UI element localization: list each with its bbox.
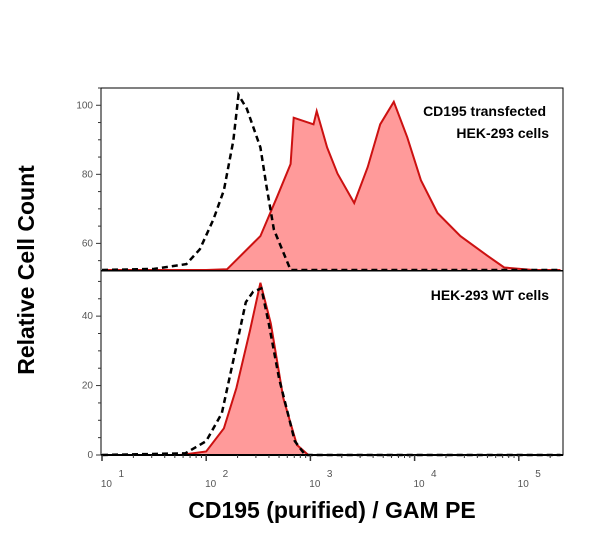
x-tick-label: 10 2 <box>205 469 229 490</box>
panel-frame <box>100 270 564 456</box>
x-tick-label: 10 4 <box>413 469 437 490</box>
x-tick-base: 10 <box>101 479 113 490</box>
x-tick-exponent: 4 <box>431 469 437 480</box>
x-tick-label: 10 3 <box>309 469 333 490</box>
x-tick-exponent: 3 <box>327 469 333 480</box>
x-tick-exponent: 2 <box>223 469 229 480</box>
x-tick-base: 10 <box>518 479 530 490</box>
x-tick-label: 10 5 <box>518 469 542 490</box>
bottom-annotation: HEK-293 WT cells <box>431 287 549 303</box>
top-annotation-line1: CD195 transfected <box>423 103 546 119</box>
y-tick-label: 0 <box>87 450 93 461</box>
x-axis-title: CD195 (purified) / GAM PE <box>188 497 476 523</box>
x-tick-exponent: 1 <box>118 469 124 480</box>
x-tick-base: 10 <box>205 479 217 490</box>
bottom-panel: 0 20 40 <box>82 270 564 461</box>
series-fill-area <box>101 101 563 271</box>
y-tick-label: 40 <box>82 311 94 322</box>
x-axis: 10 1 10 2 10 3 10 4 10 5 <box>101 455 551 490</box>
y-tick-label: 20 <box>82 381 94 392</box>
x-tick-label: 10 1 <box>101 469 125 490</box>
top-annotation-line2: HEK-293 cells <box>456 125 549 141</box>
x-tick-base: 10 <box>309 479 321 490</box>
top-panel: 60 80 100 <box>76 87 564 272</box>
y-tick-label: 80 <box>82 169 94 180</box>
x-tick-base: 10 <box>413 479 425 490</box>
series-line-sample <box>102 282 561 456</box>
series-line-control <box>101 286 561 457</box>
y-axis-title: Relative Cell Count <box>13 165 39 375</box>
series-line-control <box>101 91 561 272</box>
x-tick-exponent: 5 <box>535 469 541 480</box>
y-tick-label: 60 <box>82 238 94 249</box>
y-tick-label: 100 <box>76 100 93 111</box>
